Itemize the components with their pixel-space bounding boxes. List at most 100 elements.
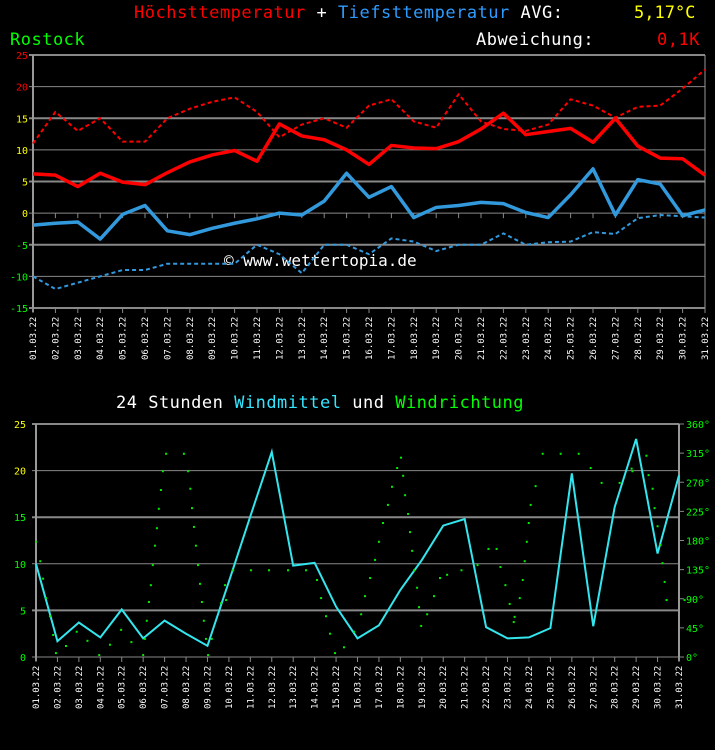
- wind-direction-dot: [386, 503, 389, 506]
- wind-direction-dot: [433, 595, 436, 598]
- wind-direction-dot: [512, 621, 515, 624]
- wind-direction-dot: [418, 606, 421, 609]
- wind-direction-dot: [189, 487, 192, 490]
- y-right-tick-label: 45°: [686, 624, 704, 635]
- x-date-label: 12.03.22: [275, 317, 285, 360]
- x-date-label: 23.03.22: [504, 666, 514, 709]
- x-date-label: 19.03.22: [418, 666, 428, 709]
- wind-direction-dot: [232, 569, 235, 572]
- wind-direction-dot: [529, 503, 532, 506]
- wind-direction-dot: [333, 652, 336, 655]
- y-tick-label: 5: [22, 178, 28, 189]
- wind-direction-dot: [42, 577, 45, 580]
- x-date-label: 15.03.22: [343, 317, 353, 360]
- avg-value: 5,17°C: [634, 3, 696, 23]
- wind-direction-dot: [329, 632, 332, 635]
- wind-direction-dot: [439, 577, 442, 580]
- y-tick-label: 0: [22, 209, 28, 220]
- wind-direction-dot: [426, 613, 429, 616]
- wind-direction-dot: [651, 487, 654, 490]
- wind-direction-dot: [198, 582, 201, 585]
- y-right-tick-label: 225°: [686, 507, 710, 518]
- wind-direction-dot: [120, 628, 123, 631]
- wind-direction-dot: [663, 580, 666, 583]
- x-date-label: 20.03.22: [439, 666, 449, 709]
- wind-direction-dot: [541, 452, 544, 455]
- wind-direction-dot: [149, 584, 152, 587]
- wind-direction-dot: [683, 599, 686, 602]
- x-date-label: 31.03.22: [701, 317, 711, 360]
- wind-direction-dot: [487, 547, 490, 550]
- wind-direction-dot: [521, 578, 524, 581]
- x-date-label: 26.03.22: [589, 317, 599, 360]
- wind-direction-dot: [527, 522, 530, 525]
- avg-label: AVG:: [520, 3, 564, 23]
- wind-direction-dot: [353, 630, 356, 633]
- wind-direction-dot: [165, 452, 168, 455]
- wind-direction-dot: [147, 600, 150, 603]
- wind-direction-dot: [192, 525, 195, 528]
- x-date-label: 10.03.22: [231, 317, 241, 360]
- wind-direction-dot: [108, 643, 111, 646]
- wind-direction-dot: [202, 619, 205, 622]
- wind-direction-dot: [661, 562, 664, 565]
- series-windmittel: [35, 438, 680, 648]
- wind-direction-dot: [630, 467, 633, 470]
- x-date-label: 07.03.22: [163, 317, 173, 360]
- x-date-label: 03.03.22: [74, 317, 84, 360]
- x-date-label: 23.03.22: [522, 317, 532, 360]
- wind-direction-dot: [161, 470, 164, 473]
- wind-direction-dot: [320, 597, 323, 600]
- x-date-label: 14.03.22: [320, 317, 330, 360]
- wind-direction-dot: [647, 474, 650, 477]
- wind-direction-dot: [315, 578, 318, 581]
- x-date-label: 16.03.22: [365, 317, 375, 360]
- y-tick-label: 15: [14, 513, 26, 524]
- wind-direction-dot: [324, 615, 327, 618]
- y-tick-label: 5: [20, 606, 26, 617]
- wind-direction-dot: [142, 654, 145, 657]
- x-date-label: 26.03.22: [568, 666, 578, 709]
- wind-direction-dot: [409, 531, 412, 534]
- x-date-label: 05.03.22: [119, 317, 129, 360]
- wind-direction-dot: [411, 549, 414, 552]
- x-date-label: 30.03.22: [654, 666, 664, 709]
- wind-direction-dot: [48, 615, 51, 618]
- wind-direction-dot: [157, 507, 160, 510]
- wind-direction-dot: [225, 599, 228, 602]
- x-date-label: 02.03.22: [53, 666, 63, 709]
- wind-direction-dot: [407, 512, 410, 515]
- wind-direction-dot: [645, 454, 648, 457]
- x-date-label: 25.03.22: [546, 666, 556, 709]
- wind-direction-dot: [187, 470, 190, 473]
- wind-direction-dot: [369, 577, 372, 580]
- x-date-label: 31.03.22: [675, 666, 685, 709]
- y-tick-label: 10: [16, 146, 28, 157]
- y-right-tick-label: 90°: [686, 595, 704, 606]
- wind-direction-dot: [54, 652, 57, 655]
- wind-direction-dot: [377, 540, 380, 543]
- wind-direction-dot: [210, 637, 213, 640]
- wind-direction-dot: [631, 470, 634, 473]
- wind-title-und: und: [352, 393, 385, 413]
- x-date-label: 19.03.22: [432, 317, 442, 360]
- x-date-label: 04.03.22: [96, 317, 106, 360]
- temperature-chart-title: Höchsttemperatur + Tiefsttemperatur AVG:: [134, 3, 563, 23]
- wind-direction-dot: [476, 564, 479, 567]
- wind-direction-dot: [402, 474, 405, 477]
- wind-direction-dot: [404, 494, 407, 497]
- wind-direction-dot: [518, 597, 521, 600]
- series-tiefsttemperatur-rekord-mittel: [32, 214, 706, 291]
- x-date-label: 13.03.22: [289, 666, 299, 709]
- x-date-label: 17.03.22: [387, 317, 397, 360]
- wind-direction-dot: [504, 584, 507, 587]
- wind-direction-dot: [534, 485, 537, 488]
- y-tick-label: 0: [20, 653, 26, 664]
- wind-direction-dot: [204, 637, 207, 640]
- x-date-label: 11.03.22: [253, 317, 263, 360]
- wind-direction-dot: [182, 452, 185, 455]
- x-date-label: 29.03.22: [656, 317, 666, 360]
- watermark: © www.wettertopia.de: [224, 251, 417, 270]
- y-right-tick-label: 135°: [686, 566, 710, 577]
